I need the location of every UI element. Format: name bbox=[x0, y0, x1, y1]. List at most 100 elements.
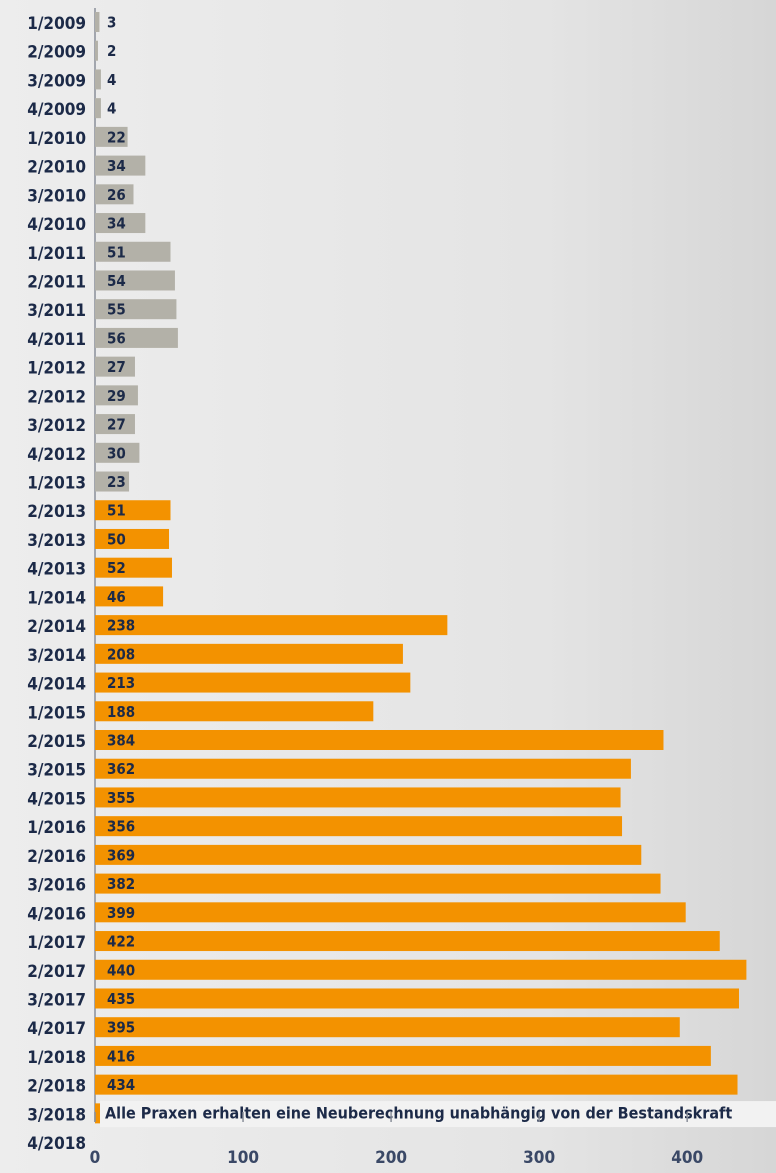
data-label: 188 bbox=[107, 703, 135, 721]
data-label: 435 bbox=[107, 990, 135, 1008]
y-tick-label: 2/2017 bbox=[27, 962, 86, 982]
bar bbox=[95, 98, 101, 119]
bar bbox=[95, 12, 100, 32]
data-label: 434 bbox=[107, 1076, 135, 1094]
data-label: 208 bbox=[107, 645, 135, 663]
data-label: 54 bbox=[107, 272, 126, 290]
data-label: 29 bbox=[107, 387, 126, 405]
y-tick-label: 2/2009 bbox=[27, 43, 86, 63]
y-tick-label: 3/2010 bbox=[27, 186, 86, 206]
bar bbox=[95, 586, 164, 607]
bar bbox=[95, 873, 661, 894]
y-tick-label: 3/2016 bbox=[27, 876, 86, 896]
bar bbox=[95, 213, 146, 234]
data-label: 26 bbox=[107, 186, 126, 204]
bar bbox=[95, 69, 101, 90]
y-tick-label: 4/2013 bbox=[27, 560, 86, 580]
data-label: 27 bbox=[107, 416, 126, 434]
y-tick-label: 1/2018 bbox=[27, 1048, 86, 1068]
bar bbox=[95, 902, 686, 923]
bar bbox=[95, 528, 170, 549]
bar bbox=[95, 672, 411, 693]
data-label: 46 bbox=[107, 588, 126, 606]
y-tick-label: 4/2009 bbox=[27, 100, 86, 120]
data-label: 440 bbox=[107, 961, 135, 979]
annotation-box bbox=[100, 1101, 776, 1128]
x-tick-label: 0 bbox=[90, 1148, 101, 1168]
y-tick-label: 2/2010 bbox=[27, 158, 86, 178]
bar bbox=[95, 615, 448, 636]
data-label: 52 bbox=[107, 559, 126, 577]
y-tick-label: 3/2014 bbox=[27, 646, 86, 666]
data-label: 56 bbox=[107, 329, 126, 347]
data-label: 356 bbox=[107, 818, 135, 836]
data-label: 23 bbox=[107, 473, 126, 491]
y-tick-label: 2/2011 bbox=[27, 272, 86, 292]
x-tick-label: 200 bbox=[375, 1148, 407, 1168]
y-tick-label: 1/2016 bbox=[27, 818, 86, 838]
y-tick-label: 4/2011 bbox=[27, 330, 86, 350]
y-tick-label: 2/2015 bbox=[27, 732, 86, 752]
bar bbox=[95, 500, 171, 521]
data-label: 399 bbox=[107, 904, 135, 922]
bar bbox=[95, 385, 138, 406]
bar bbox=[95, 931, 720, 952]
bar bbox=[95, 241, 171, 262]
bar bbox=[95, 1017, 680, 1038]
bar bbox=[95, 959, 747, 980]
data-label: 55 bbox=[107, 301, 126, 319]
bar bbox=[95, 356, 135, 377]
bar bbox=[95, 155, 146, 176]
data-label: 238 bbox=[107, 617, 135, 635]
bar bbox=[95, 126, 128, 147]
bar bbox=[95, 557, 172, 578]
data-label: 213 bbox=[107, 674, 135, 692]
bar bbox=[95, 643, 403, 664]
y-tick-label: 3/2013 bbox=[27, 531, 86, 551]
bar bbox=[95, 1074, 738, 1095]
y-tick-label: 2/2016 bbox=[27, 847, 86, 867]
bar bbox=[95, 730, 664, 750]
y-tick-label: 3/2015 bbox=[27, 761, 86, 781]
bar bbox=[95, 988, 739, 1009]
y-tick-label: 1/2013 bbox=[27, 474, 86, 494]
y-tick-label: 2/2014 bbox=[27, 617, 86, 637]
y-tick-label: 2/2013 bbox=[27, 502, 86, 522]
y-tick-label: 1/2015 bbox=[27, 703, 86, 723]
data-label: 416 bbox=[107, 1047, 135, 1065]
y-tick-label: 4/2015 bbox=[27, 789, 86, 809]
data-label: 51 bbox=[107, 502, 126, 520]
annotation: Alle Praxen erhalten eine Neuberechnung … bbox=[105, 1104, 732, 1123]
x-tick-label: 400 bbox=[671, 1148, 703, 1168]
y-tick-label: 4/2016 bbox=[27, 904, 86, 924]
data-label: 34 bbox=[107, 215, 126, 233]
y-tick-label: 1/2011 bbox=[27, 244, 86, 264]
y-tick-label: 2/2012 bbox=[27, 387, 86, 407]
bar bbox=[95, 816, 623, 837]
data-label: 362 bbox=[107, 760, 135, 778]
bar bbox=[95, 270, 175, 291]
y-tick-label: 1/2017 bbox=[27, 933, 86, 953]
data-label: 4 bbox=[107, 71, 116, 89]
data-label: 2 bbox=[107, 42, 116, 60]
y-tick-label: 3/2012 bbox=[27, 416, 86, 436]
y-tick-label: 3/2011 bbox=[27, 301, 86, 321]
data-label: 382 bbox=[107, 875, 135, 893]
data-label: 395 bbox=[107, 1019, 135, 1037]
data-label: 384 bbox=[107, 732, 135, 750]
y-tick-label: 3/2018 bbox=[27, 1105, 86, 1125]
data-label: 34 bbox=[107, 157, 126, 175]
data-label: 355 bbox=[107, 789, 135, 807]
y-tick-label: 4/2012 bbox=[27, 445, 86, 465]
y-tick-label: 1/2012 bbox=[27, 359, 86, 379]
y-tick-label: 1/2009 bbox=[27, 14, 86, 34]
bar bbox=[95, 701, 374, 722]
bar bbox=[95, 327, 178, 348]
data-label: 3 bbox=[107, 14, 116, 32]
y-tick-label: 4/2010 bbox=[27, 215, 86, 235]
bar bbox=[95, 844, 642, 865]
bar bbox=[95, 758, 631, 779]
bar bbox=[95, 787, 621, 808]
y-tick-label: 3/2009 bbox=[27, 71, 86, 91]
